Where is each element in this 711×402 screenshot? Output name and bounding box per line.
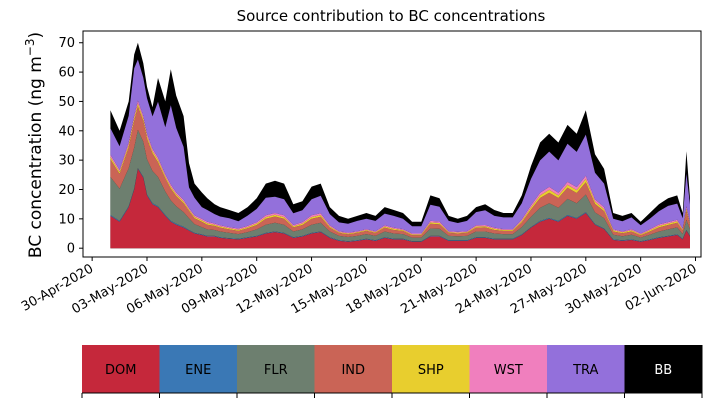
legend-swatch-bb: BB: [624, 345, 703, 393]
svg-text:BC concentration (ng m−3): BC concentration (ng m−3): [23, 32, 46, 258]
y-tick-label: 60: [58, 66, 75, 81]
y-axis-label-close: ): [26, 32, 46, 39]
legend-label: SHP: [418, 363, 444, 378]
source-legend-bar: DOM ENE FLR IND SHP WST TRA BB: [81, 345, 703, 398]
legend-label: DOM: [105, 363, 136, 378]
legend-swatch-fill: [547, 345, 625, 393]
legend-swatch-shp: SHP: [392, 345, 470, 393]
legend-label: BB: [654, 363, 672, 378]
legend-swatch-fill: [237, 345, 315, 393]
legend-swatch-ene: ENE: [159, 345, 238, 393]
y-axis: 0 10 20 30 40 50 60 70: [58, 36, 83, 257]
y-tick-label: 0: [67, 242, 75, 257]
legend-label: IND: [341, 363, 365, 378]
legend-swatch-tra: TRA: [547, 345, 625, 393]
y-tick-label: 20: [58, 183, 75, 198]
legend-label: TRA: [572, 363, 598, 378]
legend-swatch-fill: [159, 345, 238, 393]
y-axis-label-superscript: −3: [23, 38, 37, 56]
legend-swatch-fill: [469, 345, 548, 393]
legend-swatch-flr: FLR: [237, 345, 315, 393]
y-tick-label: 70: [58, 36, 75, 51]
x-axis: 30-Apr-202003-May-202006-May-202009-May-…: [19, 257, 700, 317]
y-axis-label-main: BC concentration (ng m: [26, 56, 46, 258]
legend-swatch-dom: DOM: [82, 345, 160, 393]
legend-swatch-ind: IND: [314, 345, 393, 393]
y-tick-label: 30: [58, 154, 75, 169]
area-dom: [110, 168, 690, 249]
legend-swatch-fill: [82, 345, 160, 393]
legend-swatch-fill: [314, 345, 393, 393]
area-flr: [110, 129, 690, 242]
legend-label: FLR: [264, 363, 288, 378]
area-ind: [110, 106, 690, 238]
y-tick-label: 10: [58, 212, 75, 227]
y-tick-label: 50: [58, 95, 75, 110]
legend-label: WST: [494, 363, 523, 378]
legend-label: ENE: [185, 363, 211, 378]
legend-swatch-wst: WST: [469, 345, 548, 393]
chart-title: Source contribution to BC concentrations: [237, 7, 546, 25]
y-tick-label: 40: [58, 124, 75, 139]
area-layer: [110, 42, 690, 249]
y-axis-label: BC concentration (ng m−3): [23, 32, 46, 258]
legend-swatch-fill: [624, 345, 703, 393]
plot-frame: [82, 30, 702, 258]
legend-swatch-fill: [392, 345, 470, 393]
